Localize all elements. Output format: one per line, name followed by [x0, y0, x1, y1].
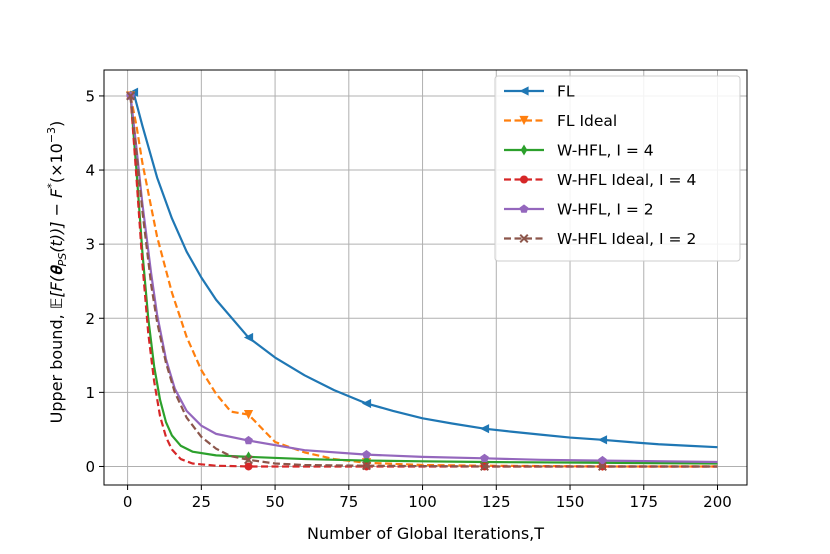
data-point	[597, 435, 608, 445]
y-axis-label-sub: PS	[56, 253, 69, 267]
y-axis-label-scale: (×10	[47, 143, 66, 183]
x-axis-label: Number of Global Iterations,T	[307, 524, 544, 543]
axis-ticks: 0 25 50 75 100 125 150 175 200 0 1 2 3 4 5	[85, 87, 731, 511]
data-point	[244, 462, 253, 471]
legend-label: FL Ideal	[557, 112, 617, 130]
data-point	[479, 461, 489, 471]
legend-marker	[519, 204, 529, 213]
legend-marker	[519, 115, 529, 126]
y-tick-label: 3	[85, 236, 95, 254]
legend-item: W-HFL, I = 2	[504, 201, 654, 219]
series-line	[129, 95, 718, 464]
y-tick-label: 0	[85, 458, 95, 476]
legend-item: FL Ideal	[504, 112, 617, 130]
legend-marker	[520, 175, 528, 184]
x-tick-label: 25	[192, 493, 211, 511]
series-line	[129, 95, 718, 468]
x-tick-label: 50	[266, 493, 285, 511]
y-axis-label-math: 𝔼[F(𝛉	[47, 265, 66, 309]
data-point	[361, 398, 372, 409]
legend-box	[494, 75, 741, 262]
legend-marker	[519, 233, 529, 244]
data-point	[244, 435, 253, 445]
x-tick-label: 0	[123, 493, 133, 511]
data-point	[598, 455, 607, 465]
legend-label: FL	[557, 83, 575, 101]
x-tick-label: 150	[556, 493, 585, 511]
legend-marker	[520, 144, 528, 156]
x-tick-label: 175	[629, 493, 658, 511]
data-point	[362, 461, 372, 471]
legend-item: FL	[504, 83, 575, 101]
legend-label: W-HFL Ideal, I = 4	[557, 171, 696, 189]
x-tick-label: 100	[408, 493, 437, 511]
y-axis-label: Upper bound, 𝔼[F(𝛉PS(t))] − F*(×10−3)	[45, 121, 69, 424]
data-point	[126, 91, 136, 101]
series-6	[126, 91, 718, 471]
legend-label: W-HFL, I = 4	[557, 142, 654, 160]
y-axis-label-close: )	[47, 121, 66, 127]
data-point	[244, 455, 254, 465]
data-point	[243, 409, 254, 420]
legend-marker	[519, 86, 529, 96]
x-tick-label: 200	[703, 493, 732, 511]
y-axis-label-exp: −3	[45, 127, 58, 143]
legend-label: W-HFL, I = 2	[557, 201, 654, 219]
y-axis-label-prefix: Upper bound,	[47, 309, 66, 423]
x-tick-label: 125	[482, 493, 511, 511]
data-point	[362, 450, 371, 459]
legend-item: W-HFL Ideal, I = 2	[504, 230, 696, 248]
y-tick-label: 5	[85, 87, 95, 105]
series-line	[129, 95, 718, 465]
data-point	[479, 424, 490, 434]
series-1	[128, 87, 718, 449]
data-point	[480, 453, 489, 462]
legend-item: W-HFL, I = 4	[504, 142, 654, 160]
data-point	[597, 461, 607, 471]
y-tick-label: 2	[85, 310, 95, 328]
x-tick-label: 75	[339, 493, 358, 511]
plot-frame	[103, 69, 748, 486]
legend-item: W-HFL Ideal, I = 4	[504, 171, 696, 189]
legend: FL FL Ideal W-HFL, I = 4 W-HFL Ideal, I = 4…	[494, 75, 741, 262]
y-tick-label: 4	[85, 162, 95, 180]
legend-label: W-HFL Ideal, I = 2	[557, 230, 696, 248]
y-axis-label-star: *	[45, 183, 58, 189]
y-tick-label: 1	[85, 384, 95, 402]
y-axis-label-mid: (t))] − F	[47, 188, 66, 253]
series-layer	[125, 87, 718, 472]
data-point	[243, 332, 254, 343]
